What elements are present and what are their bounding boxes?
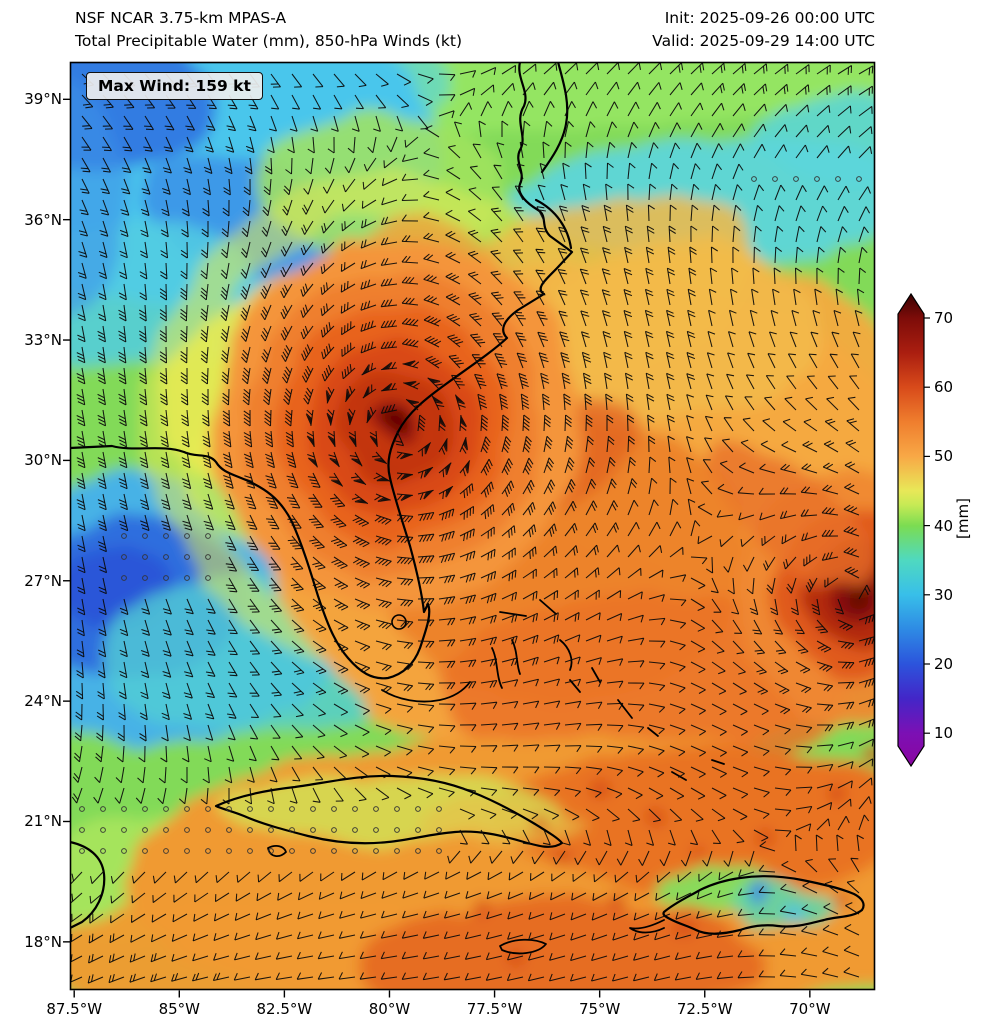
- lat-tick-label: 36°N: [24, 210, 62, 229]
- lake-okeechobee: [391, 614, 407, 630]
- lon-tick-label: 75°W: [578, 1000, 621, 1018]
- coastline-delmarva: [540, 62, 569, 174]
- lat-tick-label: 39°N: [24, 90, 62, 109]
- lon-tick-label: 87.5°W: [46, 1000, 103, 1018]
- coastline-florida-keys: [381, 681, 471, 703]
- title-block-right: Init: 2025-09-26 00:00 UTC Valid: 2025-09…: [652, 7, 875, 53]
- coastline-outer-banks: [534, 198, 573, 250]
- wind-barbs-layer: [70, 62, 875, 984]
- colorbar-tick-label: 50: [934, 447, 954, 466]
- coastline-yucatan: [70, 840, 106, 930]
- lon-tick-label: 82.5°W: [256, 1000, 313, 1018]
- colorbar: [897, 292, 930, 768]
- colorbar-tick-label: 20: [934, 655, 954, 673]
- valid-time-label: Valid: 2025-09-29 14:00 UTC: [652, 32, 875, 50]
- lat-tick-label: 33°N: [24, 331, 62, 350]
- init-time-label: Init: 2025-09-26 00:00 UTC: [664, 9, 875, 27]
- colorbar-units-label: [mm]: [954, 498, 972, 539]
- model-title: NSF NCAR 3.75-km MPAS-A: [75, 9, 287, 27]
- lon-tick-label: 80°W: [368, 1000, 411, 1018]
- lat-tick-label: 18°N: [24, 932, 62, 951]
- coastline-tiburon-peninsula: [629, 919, 665, 934]
- coastline-isle-of-youth: [267, 845, 287, 857]
- coastline-hispaniola: [662, 875, 865, 935]
- colorbar-tick-label: 40: [934, 516, 954, 535]
- lat-tick-label: 30°N: [24, 451, 62, 470]
- lon-tick-label: 85°W: [158, 1000, 200, 1018]
- colorbar-tick-label: 60: [934, 378, 954, 397]
- map-frame: [69, 61, 876, 991]
- lat-tick-label: 24°N: [24, 692, 62, 711]
- lon-tick-label: 72.5°W: [676, 1000, 733, 1018]
- coastline-jamaica: [499, 938, 547, 955]
- field-title: Total Precipitable Water (mm), 850-hPa W…: [75, 32, 463, 50]
- title-block-left: NSF NCAR 3.75-km MPAS-A Total Precipitabl…: [75, 7, 462, 53]
- lon-tick-label: 70°W: [789, 1000, 831, 1018]
- max-wind-badge: Max Wind: 159 kt: [86, 72, 263, 100]
- lon-tick-label: 77.5°W: [466, 1000, 523, 1018]
- barb-flags: [305, 360, 470, 504]
- axis-tick-marks: [63, 98, 811, 998]
- colorbar-tick-marks: [924, 317, 930, 734]
- calm-wind-dots: [79, 176, 862, 854]
- colorbar-tick-label: 30: [934, 585, 954, 604]
- colorbar-tick-label: 10: [934, 724, 954, 743]
- colorbar-gradient-bar: [897, 292, 925, 768]
- lat-tick-label: 21°N: [24, 812, 62, 831]
- lat-tick-label: 27°N: [24, 571, 62, 590]
- colorbar-tick-label: 70: [934, 309, 954, 327]
- max-wind-label: Max Wind: 159 kt: [98, 77, 251, 95]
